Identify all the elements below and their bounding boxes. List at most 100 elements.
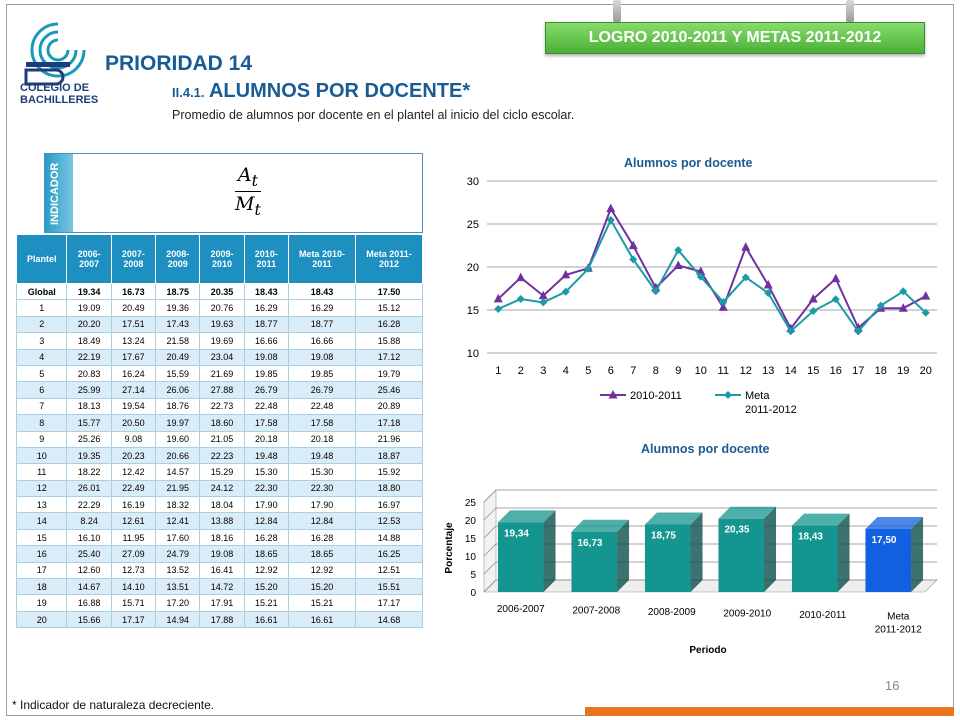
y-tick-label: 25 <box>467 219 479 231</box>
x-tick-label: 3 <box>540 365 546 377</box>
bar-side <box>911 517 924 592</box>
table-cell: 20 <box>15 610 68 629</box>
bar-top <box>791 513 850 526</box>
table-cell: 10 <box>15 446 68 465</box>
bar-side <box>543 510 556 592</box>
table-cell: 20.83 <box>66 364 112 383</box>
bar-side <box>617 519 630 592</box>
table-cell: 15 <box>15 528 68 547</box>
table-cell: 19.60 <box>155 430 201 448</box>
table-row: 8 15.77 20.50 19.97 18.60 17.58 17.58 17.18 <box>15 414 424 432</box>
banner-text: LOGRO 2010-2011 Y METAS 2011-2012 <box>588 29 882 46</box>
bar-chart: 0 5 10 15 20 25 19,34 2006-2007 16,73 2007-2008 18… <box>444 489 938 656</box>
table-cell: 27.88 <box>199 381 245 399</box>
pin-decoration <box>613 0 621 22</box>
table-cell: 22.30 <box>243 479 289 498</box>
table-cell: 26.79 <box>287 381 356 399</box>
bar-top <box>571 519 630 532</box>
table-cell: 26.79 <box>243 381 289 399</box>
table-cell: 18.13 <box>66 397 112 416</box>
table-cell: 16.28 <box>243 528 289 547</box>
gridline <box>483 579 937 593</box>
legend-marker <box>608 390 618 399</box>
line-chart-title: Alumnos por docente <box>624 156 753 170</box>
table-cell: 13.24 <box>110 332 157 350</box>
table-cell: 21.69 <box>199 364 245 383</box>
table-cell: 17.58 <box>243 414 289 432</box>
section-heading: II.4.1. ALUMNOS POR DOCENTE* <box>172 80 470 103</box>
x-tick-label: 4 <box>563 365 569 377</box>
y-tick-label: 15 <box>467 305 479 317</box>
table-cell: 18.43 <box>287 282 356 301</box>
table-cell: 14.68 <box>354 610 424 629</box>
table-cell: 11 <box>15 463 68 481</box>
table-cell: 15.30 <box>243 463 289 481</box>
table-cell: 20.76 <box>199 299 245 317</box>
table-header-cell: 2009-2010 <box>199 234 245 284</box>
section-number: II.4.1. <box>172 85 205 100</box>
table-cell: 24.79 <box>155 545 201 563</box>
table-row: Global 19.34 16.73 18.75 20.35 18.43 18.43 17.5… <box>15 282 424 301</box>
table-row: 20 15.66 17.17 14.94 17.88 16.61 16.61 14.68 <box>15 610 424 629</box>
table-cell: 18.60 <box>199 414 245 432</box>
x-tick-label: 20 <box>920 365 932 377</box>
table-cell: 12.60 <box>66 561 112 580</box>
table-cell: 19.85 <box>287 364 356 383</box>
y-tick-label: 5 <box>470 570 476 581</box>
indicator-label: INDICADOR <box>49 162 61 226</box>
section-title: ALUMNOS POR DOCENTE* <box>208 80 471 102</box>
x-tick-label: 8 <box>653 365 659 377</box>
table-cell: 19.08 <box>287 348 356 366</box>
table-cell: 20.49 <box>155 348 201 366</box>
table-row: 17 12.60 12.73 13.52 16.41 12.92 12.92 12.51 <box>15 561 424 580</box>
table-cell: 16.61 <box>243 610 289 629</box>
data-table: Plantel 2006-2007 2007-2008 2008-2009 2009-2… <box>15 234 424 629</box>
table-row: 15 16.10 11.95 17.60 18.16 16.28 16.28 14.88 <box>15 528 424 547</box>
y-tick-label: 15 <box>465 534 477 545</box>
table-cell: 22.29 <box>66 496 112 514</box>
table-cell: 22.23 <box>199 446 245 465</box>
data-point <box>718 302 728 311</box>
table-row: 16 25.40 27.09 24.79 19.08 18.65 18.65 16.25 <box>15 545 424 563</box>
data-point <box>741 273 750 282</box>
bar-top <box>644 512 703 525</box>
y-axis-label: Porcentaje <box>444 522 455 574</box>
table-cell: 22.73 <box>199 397 245 416</box>
table-row: 4 22.19 17.67 20.49 23.04 19.08 19.08 17.12 <box>15 348 424 366</box>
bar-side <box>690 512 703 592</box>
table-row: 12 26.01 22.49 21.95 24.12 22.30 22.30 18.80 <box>15 479 424 498</box>
legend-marker <box>724 391 732 399</box>
table-cell: 15.77 <box>66 414 112 432</box>
table-cell: 14.88 <box>354 528 424 547</box>
table-cell: 18.80 <box>354 479 424 498</box>
table-cell: 18.65 <box>243 545 289 563</box>
slide-frame <box>6 4 954 716</box>
table-header-cell: 2010-2011 <box>243 234 289 284</box>
bar <box>571 531 618 592</box>
data-point <box>741 242 751 251</box>
table-cell: 3 <box>15 332 68 350</box>
table-cell: 18.65 <box>287 545 356 563</box>
table-cell: 19.69 <box>199 332 245 350</box>
x-tick-label: 19 <box>897 365 909 377</box>
data-point <box>831 295 840 304</box>
x-tick-label: 2011-2012 <box>875 625 923 636</box>
data-point <box>538 290 548 300</box>
table-cell: 12.92 <box>287 561 356 580</box>
table-cell: 12.42 <box>110 463 157 481</box>
table-cell: 19.36 <box>155 299 201 317</box>
table-cell: 21.05 <box>199 430 245 448</box>
table-cell: 15.66 <box>66 610 112 629</box>
data-point <box>673 260 683 269</box>
data-point <box>921 291 931 300</box>
data-point <box>493 293 503 303</box>
table-cell: 16.88 <box>66 594 112 612</box>
table-cell: 18.49 <box>66 332 112 350</box>
table-cell: 18.16 <box>199 528 245 547</box>
table-cell: 1 <box>15 299 68 317</box>
table-cell: 17.88 <box>199 610 245 629</box>
bar-side <box>837 513 850 592</box>
table-row: 3 18.49 13.24 21.58 19.69 16.66 16.66 15.88 <box>15 332 424 350</box>
bar-side <box>764 506 777 592</box>
table-cell: 15.20 <box>243 578 289 596</box>
